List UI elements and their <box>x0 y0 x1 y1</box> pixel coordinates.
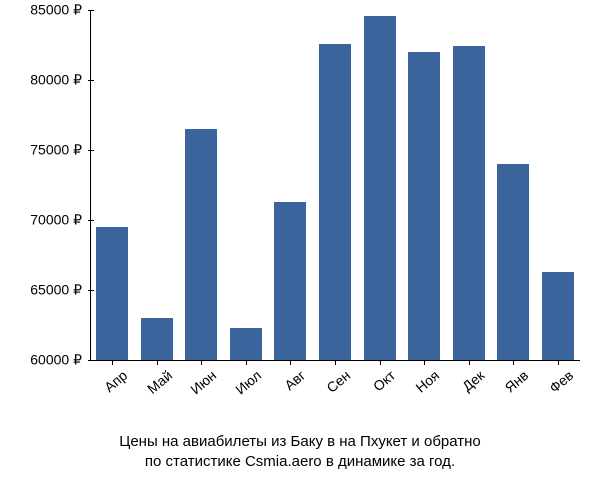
y-tick-label: 70000 ₽ <box>30 212 82 229</box>
x-tick-label: Апр <box>91 367 130 404</box>
x-tick-label: Авг <box>269 367 308 404</box>
price-bar-chart: 60000 ₽ 65000 ₽ 70000 ₽ 75000 ₽ 80000 ₽ 85000… <box>0 0 600 500</box>
bar <box>453 46 485 360</box>
x-tick-mark <box>469 360 470 365</box>
x-axis: АпрМайИюнИюлАвгСенОктНояДекЯнвФев <box>90 365 580 425</box>
x-tick-label: Фев <box>537 367 576 404</box>
y-tick-label: 85000 ₽ <box>30 2 82 19</box>
caption-line-1: Цены на авиабилеты из Баку в на Пхукет и… <box>119 433 481 450</box>
x-tick-mark <box>424 360 425 365</box>
bar <box>364 16 396 360</box>
bar <box>141 318 173 360</box>
bar <box>230 328 262 360</box>
y-tick-mark <box>88 290 94 291</box>
bar <box>542 272 574 360</box>
x-tick-mark <box>112 360 113 365</box>
x-tick-label: Окт <box>358 367 397 404</box>
x-tick-mark <box>558 360 559 365</box>
x-tick-label: Янв <box>492 367 531 404</box>
chart-caption: Цены на авиабилеты из Баку в на Пхукет и… <box>0 432 600 473</box>
y-tick-label: 75000 ₽ <box>30 142 82 159</box>
bar <box>185 129 217 360</box>
y-tick-mark <box>88 360 94 361</box>
y-tick-mark <box>88 80 94 81</box>
x-tick-mark <box>290 360 291 365</box>
bar <box>497 164 529 360</box>
x-tick-mark <box>201 360 202 365</box>
x-tick-label: Май <box>136 367 175 404</box>
bar <box>96 227 128 360</box>
x-tick-label: Ноя <box>403 367 442 404</box>
y-tick-label: 65000 ₽ <box>30 282 82 299</box>
x-tick-mark <box>157 360 158 365</box>
x-tick-mark <box>246 360 247 365</box>
x-tick-mark <box>335 360 336 365</box>
caption-line-2: по статистике Csmia.aero в динамике за г… <box>145 453 455 470</box>
y-tick-mark <box>88 220 94 221</box>
y-tick-label: 60000 ₽ <box>30 352 82 369</box>
x-tick-label: Дек <box>448 367 487 404</box>
x-tick-mark <box>513 360 514 365</box>
y-axis: 60000 ₽65000 ₽70000 ₽75000 ₽80000 ₽85000… <box>0 10 90 360</box>
y-tick-mark <box>88 150 94 151</box>
x-tick-mark <box>380 360 381 365</box>
plot-area <box>90 10 580 360</box>
x-tick-label: Июл <box>225 367 264 404</box>
bar <box>274 202 306 360</box>
bars-container <box>90 10 580 360</box>
y-tick-mark <box>88 10 94 11</box>
bar <box>319 44 351 360</box>
x-tick-label: Июн <box>180 367 219 404</box>
bar <box>408 52 440 360</box>
x-tick-label: Сен <box>314 367 353 404</box>
y-tick-label: 80000 ₽ <box>30 72 82 89</box>
